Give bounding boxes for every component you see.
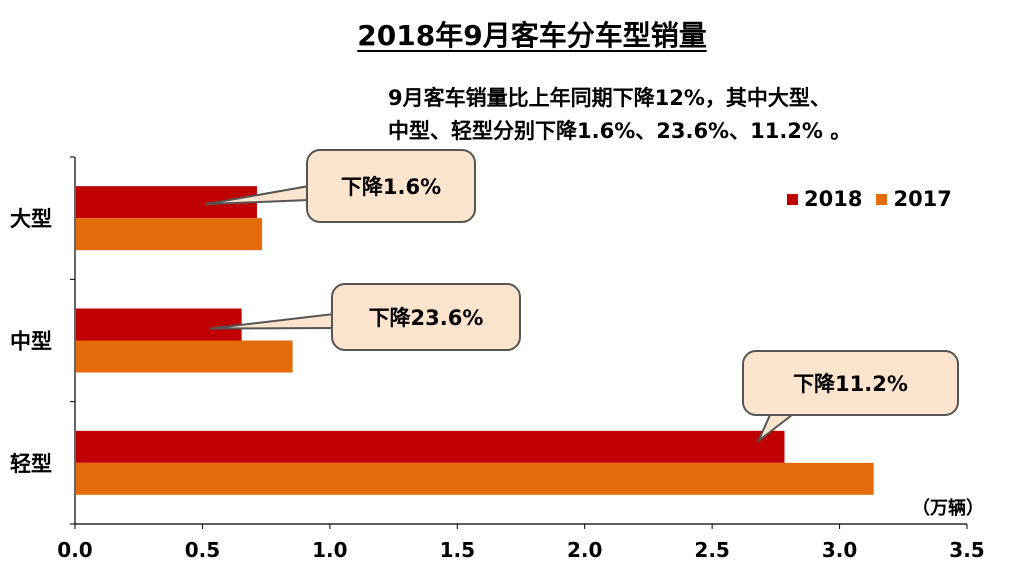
callout-medium: 下降23.6% (331, 283, 521, 351)
legend: 2018 2017 (787, 187, 952, 211)
category-label-1: 中型 (10, 330, 52, 354)
x-tick-label-4: 2.0 (567, 538, 602, 562)
x-tick-label-6: 3.0 (822, 538, 857, 562)
legend-swatch-2017 (876, 193, 888, 205)
legend-item-2018: 2018 (787, 187, 862, 211)
bars-group (76, 186, 874, 495)
bar-2018-1 (76, 308, 242, 341)
x-tick-label-1: 0.5 (185, 538, 220, 562)
subtitle-line-1: 9月客车销量比上年同期下降12%，其中大型、 (388, 86, 831, 110)
callout-tail-medium (209, 313, 335, 330)
chart-subtitle: 9月客车销量比上年同期下降12%，其中大型、 中型、轻型分别下降1.6%、23.… (388, 82, 851, 148)
x-tick-label-5: 2.5 (694, 538, 729, 562)
bar-2018-2 (76, 430, 785, 463)
chart-title: 2018年9月客车分车型销量 (357, 19, 707, 52)
callout-tails (204, 185, 793, 442)
legend-swatch-2018 (787, 193, 798, 205)
callout-large: 下降1.6% (306, 149, 476, 223)
x-tick-label-0: 0.0 (57, 538, 92, 562)
callout-light: 下降11.2% (742, 350, 959, 416)
x-tick-label-2: 1.0 (312, 538, 347, 562)
category-label-0: 大型 (10, 207, 52, 231)
legend-label-2017: 2017 (893, 187, 952, 211)
bar-2017-1 (76, 340, 293, 373)
x-tick-label-3: 1.5 (440, 538, 475, 562)
bar-2017-0 (76, 218, 263, 251)
category-label-2: 轻型 (10, 452, 52, 476)
subtitle-line-2: 中型、轻型分别下降1.6%、23.6%、11.2% 。 (388, 119, 852, 143)
bar-2017-2 (76, 462, 874, 495)
unit-label: （万辆） (912, 498, 984, 519)
callout-tail-light (757, 414, 793, 442)
callout-tail-large (204, 185, 310, 206)
legend-label-2018: 2018 (804, 187, 863, 211)
x-tick-label-7: 3.5 (949, 538, 984, 562)
legend-item-2017: 2017 (876, 187, 952, 211)
